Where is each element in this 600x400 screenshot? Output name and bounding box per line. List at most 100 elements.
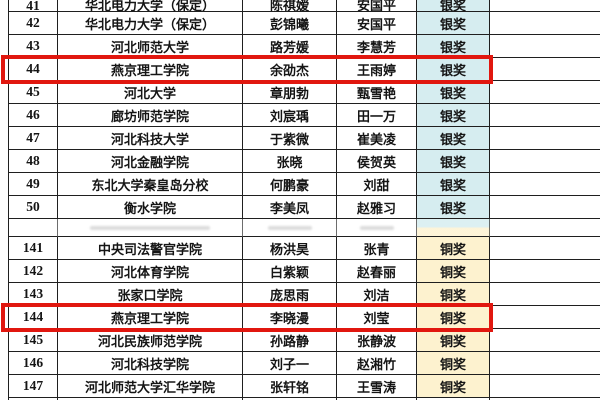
member1-cell: 何鹏豪 bbox=[243, 173, 337, 196]
award-cell: 银奖 bbox=[417, 0, 490, 12]
school-cell: 中央司法警官学院 bbox=[58, 237, 243, 260]
member1-cell: 章朋勃 bbox=[243, 81, 337, 104]
rank-cell: 43 bbox=[8, 35, 58, 58]
member1-cell: 李美凤 bbox=[243, 196, 337, 219]
award-cell: 银奖 bbox=[417, 35, 490, 58]
member1-cell: 余劭杰 bbox=[243, 58, 337, 81]
school-cell: 河北科技学院 bbox=[58, 352, 243, 375]
member2-cell: 崔美凌 bbox=[337, 127, 417, 150]
school-cell: 廊坊师范学院 bbox=[58, 104, 243, 127]
empty-cell bbox=[490, 12, 600, 35]
rank-cell: 146 bbox=[8, 352, 58, 375]
member2-cell: 甄雪艳 bbox=[337, 81, 417, 104]
award-cell: 铜奖 bbox=[417, 306, 490, 329]
school-cell: 华北电力大学（保定） bbox=[58, 0, 243, 12]
table-row: 142 河北体育学院 白紫颖 赵春丽 铜奖 bbox=[8, 260, 600, 283]
member1-cell: 于紫微 bbox=[243, 127, 337, 150]
member1-cell bbox=[243, 398, 337, 400]
school-cell: 燕京理工学院 bbox=[58, 58, 243, 81]
school-cell: 华北电力大学（保定） bbox=[58, 12, 243, 35]
rank-cell: 141 bbox=[8, 237, 58, 260]
school-cell bbox=[58, 219, 243, 237]
award-cell: 铜奖 bbox=[417, 237, 490, 260]
table-row-highlighted: 144 燕京理工学院 李晓漫 刘莹 铜奖 bbox=[1, 303, 600, 332]
award-cell: 银奖 bbox=[417, 173, 490, 196]
rank-cell: 45 bbox=[8, 81, 58, 104]
member1-cell bbox=[243, 219, 337, 237]
empty-cell bbox=[490, 260, 600, 283]
member2-cell bbox=[337, 398, 417, 400]
empty-cell bbox=[490, 81, 600, 104]
member2-cell: 田一万 bbox=[337, 104, 417, 127]
empty-cell bbox=[490, 104, 600, 127]
table-row: 141 中央司法警官学院 杨洪昊 张青 铜奖 bbox=[8, 237, 600, 260]
rank-cell: 48 bbox=[8, 150, 58, 173]
empty-cell bbox=[490, 0, 600, 12]
empty-cell bbox=[490, 196, 600, 219]
member1-cell: 彭锦曦 bbox=[243, 12, 337, 35]
member1-cell: 白紫颖 bbox=[243, 260, 337, 283]
empty-cell bbox=[490, 329, 600, 352]
seam-row-faded bbox=[8, 219, 600, 237]
rank-cell: 49 bbox=[8, 173, 58, 196]
member2-cell: 赵湘竹 bbox=[337, 352, 417, 375]
school-cell: 河北师范大学 bbox=[58, 35, 243, 58]
table-row: 146 河北科技学院 刘子一 赵湘竹 铜奖 bbox=[8, 352, 600, 375]
award-cell bbox=[417, 398, 490, 400]
table-row: 47 河北科技大学 于紫微 崔美凌 银奖 bbox=[8, 127, 600, 150]
rank-cell: 143 bbox=[8, 283, 58, 306]
school-cell: 河北大学 bbox=[58, 81, 243, 104]
school-cell: 河北体育学院 bbox=[58, 260, 243, 283]
member1-cell: 孙路静 bbox=[243, 329, 337, 352]
table-row: 46 廊坊师范学院 刘宸瑀 田一万 银奖 bbox=[8, 104, 600, 127]
empty-cell bbox=[490, 219, 600, 237]
member1-cell: 庞思雨 bbox=[243, 283, 337, 306]
school-cell: 河北民族师范学院 bbox=[58, 329, 243, 352]
rank-cell: 41 bbox=[8, 0, 58, 12]
table-row: 41 华北电力大学（保定） 陈祺嫒 安国平 银奖 bbox=[8, 0, 600, 12]
empty-cell bbox=[490, 237, 600, 260]
award-cell: 铜奖 bbox=[417, 375, 490, 398]
member1-cell: 路芳媛 bbox=[243, 35, 337, 58]
member2-cell: 赵雅习 bbox=[337, 196, 417, 219]
member2-cell: 安国平 bbox=[337, 12, 417, 35]
rank-cell: 42 bbox=[8, 12, 58, 35]
rank-cell: 145 bbox=[8, 329, 58, 352]
member2-cell: 刘洁 bbox=[337, 283, 417, 306]
member2-cell: 刘莹 bbox=[337, 306, 417, 329]
table-row: 48 河北金融学院 张晓 侯贺英 银奖 bbox=[8, 150, 600, 173]
school-cell: 河北金融学院 bbox=[58, 150, 243, 173]
award-cell: 银奖 bbox=[417, 150, 490, 173]
table-row: 49 东北大学秦皇岛分校 何鹏豪 刘甜 银奖 bbox=[8, 173, 600, 196]
faded-ghost-text bbox=[90, 225, 210, 230]
empty-cell bbox=[490, 173, 600, 196]
partial-bottom-row bbox=[8, 398, 600, 400]
rank-cell: 144 bbox=[8, 306, 58, 329]
empty-cell bbox=[490, 58, 600, 81]
rank-cell: 147 bbox=[8, 375, 58, 398]
school-cell bbox=[58, 398, 243, 400]
table-row: 145 河北民族师范学院 孙路静 张静波 铜奖 bbox=[8, 329, 600, 352]
award-cell: 银奖 bbox=[417, 81, 490, 104]
member2-cell: 安国平 bbox=[337, 0, 417, 12]
member1-cell: 李晓漫 bbox=[243, 306, 337, 329]
table-row-highlighted: 44 燕京理工学院 余劭杰 王雨婷 银奖 bbox=[1, 55, 600, 84]
member2-cell: 侯贺英 bbox=[337, 150, 417, 173]
member1-cell: 张晓 bbox=[243, 150, 337, 173]
award-cell: 银奖 bbox=[417, 12, 490, 35]
school-cell: 河北师范大学汇华学院 bbox=[58, 375, 243, 398]
member1-cell: 陈祺嫒 bbox=[243, 0, 337, 12]
award-cell: 铜奖 bbox=[417, 283, 490, 306]
member2-cell bbox=[337, 219, 417, 237]
award-cell: 铜奖 bbox=[417, 329, 490, 352]
empty-cell bbox=[490, 352, 600, 375]
award-cell: 银奖 bbox=[417, 58, 490, 81]
award-cell: 铜奖 bbox=[417, 352, 490, 375]
member2-cell: 张青 bbox=[337, 237, 417, 260]
empty-cell bbox=[490, 127, 600, 150]
empty-cell bbox=[490, 150, 600, 173]
member1-cell: 杨洪昊 bbox=[243, 237, 337, 260]
table-row: 43 河北师范大学 路芳媛 李慧芳 银奖 bbox=[8, 35, 600, 58]
rank-cell bbox=[8, 219, 58, 237]
